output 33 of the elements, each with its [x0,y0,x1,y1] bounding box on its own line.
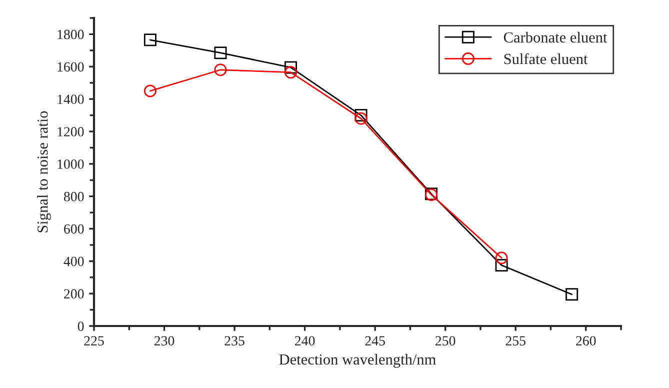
point [284,66,297,79]
y-tick-label: 1600 [58,62,84,72]
point [354,109,368,122]
point [144,34,156,46]
y-axis-title: Signal to noise ratio [37,111,51,232]
point [144,84,156,98]
x-tick-label: 230 [154,336,174,346]
point [354,112,368,125]
x-tick-label: 240 [294,336,315,346]
point [566,288,578,301]
x-tick-label: 260 [576,336,596,346]
y-tick-label: 0 [78,322,84,331]
y-tick-label: 200 [64,289,84,299]
x-axis-title: Detection wavelength/nm [279,354,436,368]
point [214,46,227,60]
y-tick-label: 400 [64,256,84,266]
legend-label: Sulfate eluent [504,53,588,64]
point [495,252,508,264]
y-tick-label: 800 [64,192,84,202]
x-tick-label: 250 [436,336,456,346]
point [284,61,297,74]
y-tick-label: 600 [64,224,84,234]
y-tick-label: 1000 [58,159,84,169]
y-tick-label: 1400 [58,94,84,104]
x-tick-label: 235 [224,336,244,346]
x-tick-label: 225 [84,336,104,346]
point [214,64,227,76]
y-tick-label: 1800 [58,30,84,40]
y-tick-label: 1200 [58,127,84,136]
legend-label: Carbonate eluent [504,32,608,43]
x-tick-label: 245 [365,336,385,346]
point [495,258,508,272]
x-tick-label: 255 [506,336,526,346]
